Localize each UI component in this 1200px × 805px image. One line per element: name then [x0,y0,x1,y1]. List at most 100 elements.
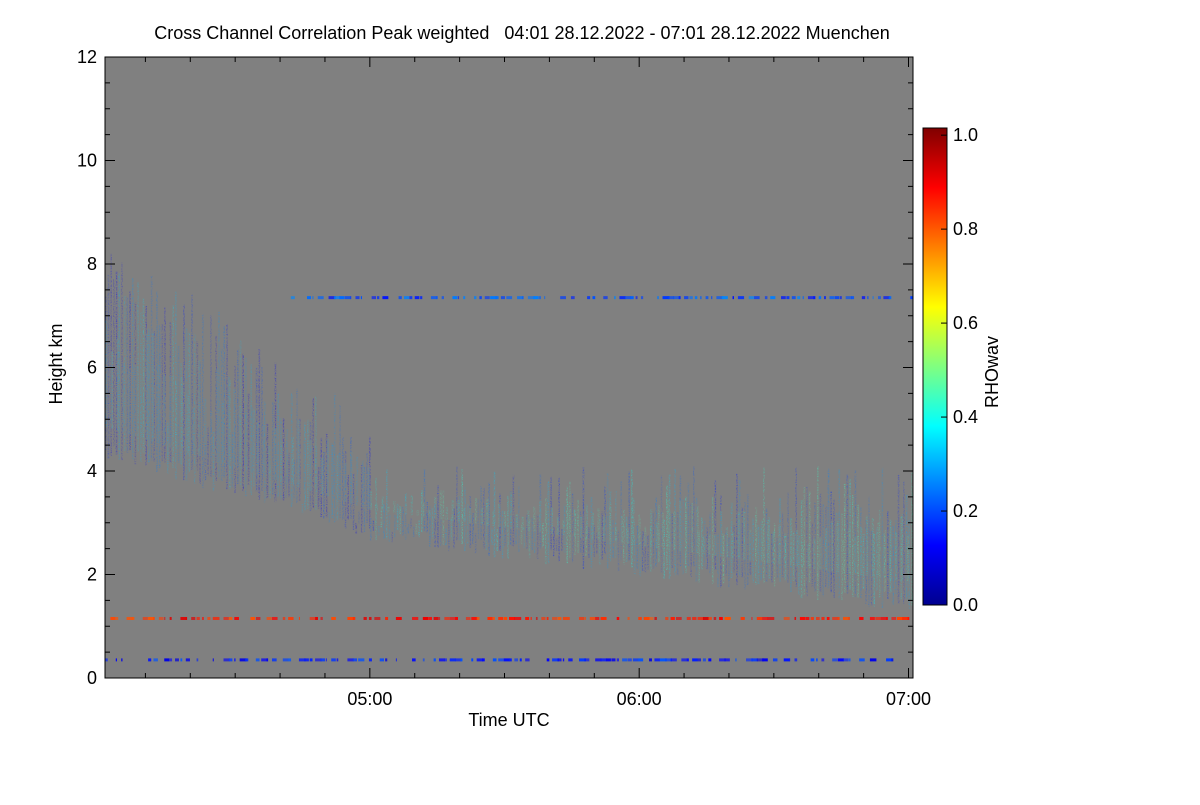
data-layer [105,253,913,662]
colorbar-tick-label: 0.0 [953,595,978,615]
layer-segment [196,616,200,620]
cloud-column [908,519,911,609]
cloud-column [296,388,298,504]
cloud-column [404,493,407,540]
cloud-column [261,367,263,491]
cloud-core [877,522,880,578]
cloud-core [667,500,670,550]
cloud-column [588,526,590,558]
cloud-column [746,494,749,585]
cloud-core [457,500,460,522]
layer-segment [635,296,638,300]
layer-segment [662,296,670,300]
cloud-core [597,508,600,541]
cloud-column [421,490,423,533]
layer-segment [751,658,758,662]
cloud-column [658,504,660,563]
cloud-core [134,365,137,437]
cloud-core [784,534,787,566]
cloud-column [857,504,859,598]
layer-segment [228,616,233,620]
layer-segment [907,616,910,620]
cloud-column [172,305,174,468]
layer-segment [449,616,457,620]
layer-segment [350,296,352,300]
cloud-column [496,529,499,552]
cloud-column [201,314,204,489]
cloud-column [210,315,212,478]
layer-segment [492,616,495,620]
cloud-core [180,377,184,451]
data-texture [105,253,913,609]
cloud-core [416,509,419,517]
cloud-column [301,503,304,515]
layer-segment [724,658,730,662]
cloud-core [151,332,154,442]
layer-segment [115,616,119,620]
cloud-column [317,467,320,509]
cloud-core [215,368,219,462]
layer-segment [675,616,682,620]
layer-segment [463,296,466,300]
layer-segment [153,616,155,620]
layer-segment [212,616,220,620]
layer-segment [403,296,410,300]
layer-segment [705,296,709,300]
cloud-column [528,519,531,559]
cloud-column [207,426,209,476]
layer-segment [395,616,402,620]
cloud-core [122,363,125,433]
cloud-column [429,506,431,548]
cloud-column [131,278,134,460]
layer-segment [288,616,294,620]
layer-segment [821,616,825,620]
layer-segment [519,658,522,662]
cloud-column [534,528,536,554]
layer-segment [509,616,515,620]
layer-segment [802,296,805,300]
cloud-column [485,502,488,551]
cloud-core [474,497,478,524]
layer-segment [557,658,562,662]
cloud-column [515,516,517,545]
cloud-column [711,497,714,584]
cloud-column [282,418,285,501]
cloud-column [512,474,515,547]
cloud-core [895,532,898,580]
cloud-column [410,517,412,529]
cloud-core [842,539,845,573]
cloud-core [367,467,370,510]
cloud-column [644,535,647,573]
layer-segment [624,296,631,300]
cloud-core [140,384,143,438]
cloud-column [360,464,363,533]
cloud-column [183,304,185,481]
layer-segment [869,658,877,662]
colorbar-tick-label: 0.6 [953,313,978,333]
layer-segment [266,616,272,620]
cloud-column [593,525,595,557]
x-tick-label: 06:00 [617,689,662,709]
layer-segment [686,658,689,662]
layer-segment [829,296,835,300]
cloud-column [811,522,814,587]
cloud-column [423,469,426,532]
layer-segment [374,616,381,620]
cloud-column [827,468,830,589]
layer-segment [196,658,199,662]
cloud-column [107,274,110,459]
cloud-core [550,507,553,534]
cloud-column [418,520,420,538]
layer-segment [807,296,814,300]
layer-segment [422,616,429,620]
cloud-column [736,473,738,586]
y-tick-label: 0 [87,668,97,688]
layer-segment [600,658,607,662]
cloud-column [266,423,269,499]
cloud-core [434,496,437,519]
cloud-core [504,511,507,528]
cloud-core [819,537,822,570]
layer-segment [164,616,166,620]
cloud-core [145,333,149,440]
